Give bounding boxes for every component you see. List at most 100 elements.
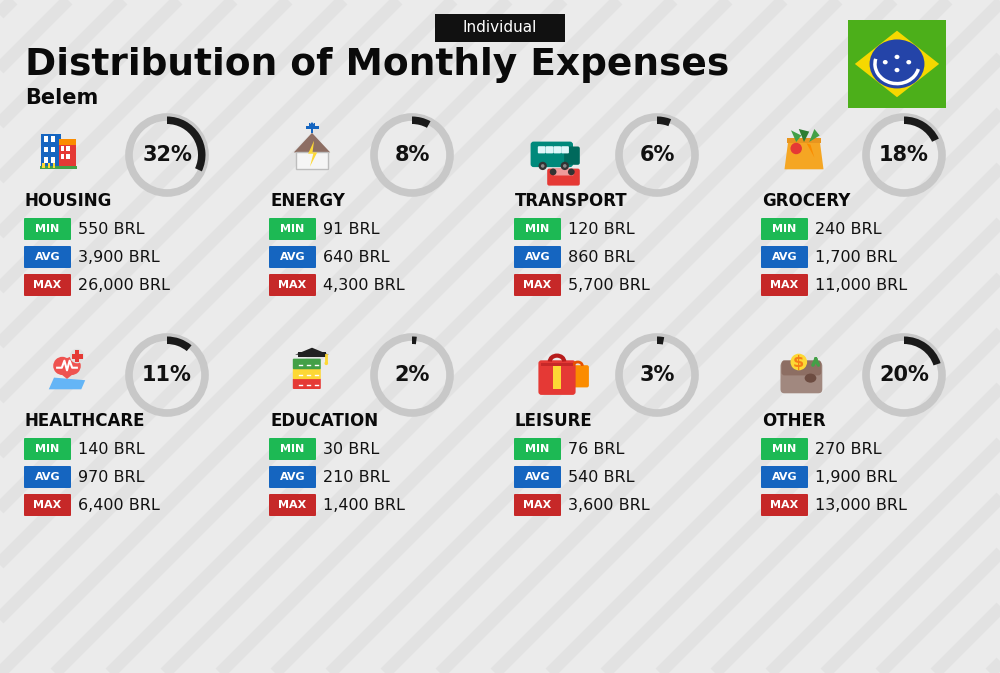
Bar <box>48 164 50 168</box>
Text: MIN: MIN <box>280 224 305 234</box>
FancyBboxPatch shape <box>538 146 546 153</box>
Text: 550 BRL: 550 BRL <box>78 221 144 236</box>
Polygon shape <box>49 378 85 389</box>
FancyBboxPatch shape <box>761 246 808 268</box>
Text: Belem: Belem <box>25 88 98 108</box>
Bar <box>75 351 79 362</box>
FancyBboxPatch shape <box>761 438 808 460</box>
Bar <box>53 164 55 168</box>
Text: 32%: 32% <box>142 145 192 165</box>
Polygon shape <box>54 369 80 379</box>
Bar <box>541 363 573 366</box>
Text: MIN: MIN <box>35 224 60 234</box>
Polygon shape <box>799 129 809 142</box>
Bar <box>61 147 64 151</box>
Bar <box>44 157 48 163</box>
Circle shape <box>870 40 924 88</box>
Text: 76 BRL: 76 BRL <box>568 441 624 456</box>
FancyBboxPatch shape <box>24 494 71 516</box>
Bar <box>61 154 64 159</box>
Circle shape <box>563 164 567 168</box>
FancyBboxPatch shape <box>24 274 71 296</box>
FancyBboxPatch shape <box>269 246 316 268</box>
Circle shape <box>895 68 899 72</box>
Wedge shape <box>167 116 205 172</box>
Bar <box>553 366 561 389</box>
FancyBboxPatch shape <box>514 218 561 240</box>
FancyBboxPatch shape <box>24 246 71 268</box>
FancyBboxPatch shape <box>531 141 573 167</box>
FancyBboxPatch shape <box>547 169 580 186</box>
Text: AVG: AVG <box>525 252 550 262</box>
Text: 540 BRL: 540 BRL <box>568 470 635 485</box>
FancyBboxPatch shape <box>538 360 576 395</box>
Text: AVG: AVG <box>280 252 305 262</box>
Text: AVG: AVG <box>35 252 60 262</box>
Bar <box>44 147 48 152</box>
Bar <box>72 354 83 359</box>
Circle shape <box>790 354 807 370</box>
Polygon shape <box>855 31 939 97</box>
Bar <box>306 126 318 129</box>
Text: $: $ <box>793 355 804 369</box>
Polygon shape <box>295 348 329 355</box>
Text: AVG: AVG <box>772 252 797 262</box>
Text: MAX: MAX <box>278 280 307 290</box>
Bar <box>42 164 45 168</box>
Bar <box>72 354 83 359</box>
Text: Individual: Individual <box>463 20 537 36</box>
Text: EDUCATION: EDUCATION <box>270 412 378 430</box>
Text: 20%: 20% <box>879 365 929 385</box>
FancyBboxPatch shape <box>564 147 580 165</box>
Text: AVG: AVG <box>280 472 305 482</box>
Circle shape <box>70 349 84 363</box>
FancyBboxPatch shape <box>782 360 821 376</box>
Text: 860 BRL: 860 BRL <box>568 250 635 264</box>
Text: 1,700 BRL: 1,700 BRL <box>815 250 897 264</box>
Text: MAX: MAX <box>770 500 799 510</box>
Text: MAX: MAX <box>523 280 552 290</box>
Text: HEALTHCARE: HEALTHCARE <box>25 412 146 430</box>
Text: MAX: MAX <box>33 500 62 510</box>
Text: MAX: MAX <box>523 500 552 510</box>
Text: 270 BRL: 270 BRL <box>815 441 882 456</box>
Text: GROCERY: GROCERY <box>762 192 850 210</box>
Text: 970 BRL: 970 BRL <box>78 470 144 485</box>
Circle shape <box>906 60 911 65</box>
Text: 30 BRL: 30 BRL <box>323 441 379 456</box>
FancyBboxPatch shape <box>293 369 321 379</box>
FancyBboxPatch shape <box>269 218 316 240</box>
Text: 240 BRL: 240 BRL <box>815 221 882 236</box>
Bar <box>75 351 79 362</box>
Text: 1,900 BRL: 1,900 BRL <box>815 470 897 485</box>
Wedge shape <box>904 336 941 365</box>
Ellipse shape <box>805 374 816 383</box>
FancyBboxPatch shape <box>293 359 321 369</box>
Text: 18%: 18% <box>879 145 929 165</box>
Text: 13,000 BRL: 13,000 BRL <box>815 497 907 513</box>
FancyBboxPatch shape <box>435 14 565 42</box>
Text: MAX: MAX <box>770 280 799 290</box>
Polygon shape <box>294 133 330 152</box>
Circle shape <box>53 357 71 375</box>
FancyBboxPatch shape <box>514 466 561 488</box>
Text: 6%: 6% <box>639 145 675 165</box>
Text: AVG: AVG <box>772 472 797 482</box>
Text: MIN: MIN <box>35 444 60 454</box>
Circle shape <box>561 162 569 170</box>
Text: 2%: 2% <box>394 365 430 385</box>
Text: MAX: MAX <box>278 500 307 510</box>
Polygon shape <box>791 131 801 142</box>
Text: 210 BRL: 210 BRL <box>323 470 390 485</box>
Bar <box>51 157 55 163</box>
Text: MIN: MIN <box>280 444 305 454</box>
Text: 6,400 BRL: 6,400 BRL <box>78 497 160 513</box>
Bar <box>66 147 70 151</box>
Circle shape <box>895 55 899 59</box>
Bar <box>51 147 55 152</box>
Text: 26,000 BRL: 26,000 BRL <box>78 277 170 293</box>
FancyBboxPatch shape <box>761 494 808 516</box>
FancyBboxPatch shape <box>780 362 822 393</box>
Text: 11,000 BRL: 11,000 BRL <box>815 277 907 293</box>
FancyBboxPatch shape <box>567 365 589 388</box>
